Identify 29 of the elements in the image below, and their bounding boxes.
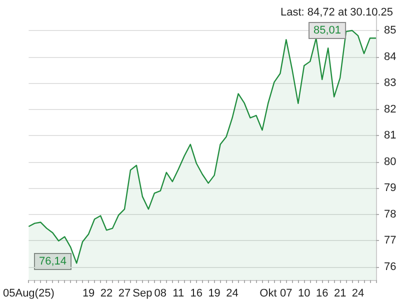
x-tick-label: 22 xyxy=(100,288,113,300)
x-tick-label: 05Aug(25) xyxy=(2,288,54,300)
y-tick-label: 84 xyxy=(384,50,396,63)
y-tick-label: 78 xyxy=(384,208,396,220)
annotation: 85,01 xyxy=(314,24,342,36)
y-tick-label: 83 xyxy=(384,77,396,90)
annotation: Last: 84,72 at 30.10.25 xyxy=(280,6,394,18)
x-tick-label: Sep xyxy=(132,288,152,300)
x-tick-label: 24 xyxy=(226,288,238,300)
annotation: 76,14 xyxy=(39,256,67,268)
y-tick-label: 76 xyxy=(384,260,396,273)
y-tick-label: 80 xyxy=(384,156,396,168)
x-tick-label: 27 xyxy=(118,288,131,300)
y-tick-label: 82 xyxy=(384,103,396,116)
y-tick-label: 77 xyxy=(384,234,396,247)
x-tick-label: 08 xyxy=(154,288,167,300)
y-tick-label: 81 xyxy=(384,130,396,142)
y-tick-label: 85 xyxy=(384,24,396,37)
x-tick-label: 21 xyxy=(334,288,346,300)
x-tick-label: 16 xyxy=(190,288,202,300)
x-tick-label: 07 xyxy=(280,288,292,300)
x-tick-label: 24 xyxy=(352,288,364,300)
x-tick-label: 11 xyxy=(172,288,184,300)
x-tick-label: 19 xyxy=(82,288,95,300)
x-tick-label: 16 xyxy=(316,288,328,300)
x-tick-label: 19 xyxy=(208,288,220,300)
x-tick-label: Okt xyxy=(260,288,277,300)
y-tick-label: 79 xyxy=(384,182,396,194)
x-tick-label: 10 xyxy=(298,288,310,300)
